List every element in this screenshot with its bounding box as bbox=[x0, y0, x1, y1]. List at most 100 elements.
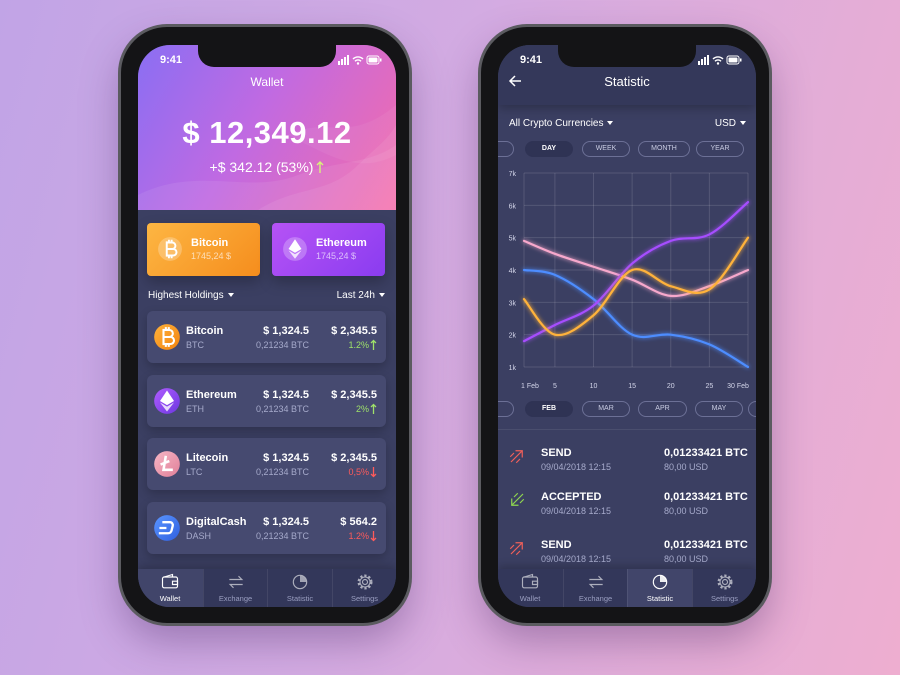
currency-selector[interactable]: All Crypto Currencies bbox=[509, 118, 614, 129]
transaction-type: SEND bbox=[541, 447, 572, 459]
icon-part bbox=[726, 55, 740, 65]
coin-change: 2% bbox=[355, 404, 369, 414]
y-tick-label: 5k bbox=[509, 236, 517, 243]
pill[interactable]: FEB bbox=[525, 401, 573, 417]
tab[interactable]: Settings bbox=[331, 569, 397, 607]
icon-part bbox=[154, 451, 180, 477]
tab[interactable]: Wallet bbox=[498, 569, 563, 607]
series-line bbox=[522, 268, 750, 369]
icon-part bbox=[161, 576, 179, 589]
icon-part bbox=[701, 59, 703, 65]
icon-part bbox=[158, 521, 174, 535]
screen-title: Wallet bbox=[250, 75, 284, 89]
icon-part bbox=[366, 55, 380, 65]
icon-part bbox=[509, 542, 523, 556]
tab-icon bbox=[717, 574, 732, 590]
transaction-amount: 0,01233421 BTC bbox=[664, 491, 748, 503]
coin-card[interactable]: Ethereum 1745,24 $ bbox=[272, 223, 385, 276]
series-line bbox=[522, 201, 750, 343]
pill[interactable]: MAY bbox=[695, 401, 743, 417]
back-button[interactable] bbox=[508, 74, 522, 88]
coin-icon bbox=[154, 388, 180, 414]
transaction-row[interactable]: SEND 09/04/2018 12:15 0,01233421 BTC 80,00 … bbox=[498, 443, 756, 483]
tab[interactable]: Exchange bbox=[202, 569, 268, 607]
trend-arrow bbox=[370, 531, 377, 542]
icon-part bbox=[163, 573, 179, 586]
coin-card-amount: 1745,24 $ bbox=[316, 251, 357, 261]
coin-change: 1.2% bbox=[348, 340, 369, 350]
pill[interactable]: MONTH bbox=[638, 141, 690, 157]
pill[interactable]: WEEK bbox=[582, 141, 630, 157]
coin-card-name: Bitcoin bbox=[191, 237, 229, 249]
tab[interactable]: Wallet bbox=[138, 569, 203, 607]
x-tick-label: 30 Feb bbox=[727, 383, 749, 390]
coin-value: $ 564.2 bbox=[340, 516, 377, 528]
icon-part bbox=[316, 161, 324, 173]
tab[interactable]: Settings bbox=[691, 569, 757, 607]
transaction-row[interactable]: SEND 09/04/2018 12:15 0,01233421 BTC 80,00 … bbox=[498, 535, 756, 575]
coin-card[interactable]: Bitcoin 1745,24 $ bbox=[147, 223, 260, 276]
transaction-type: SEND bbox=[541, 539, 572, 551]
icon-part bbox=[359, 576, 370, 588]
tab-icon bbox=[161, 573, 179, 589]
holding-row[interactable]: Bitcoin BTC $ 1,324.5 0,21234 BTC $ 2,345.5 1… bbox=[147, 311, 386, 363]
tab[interactable]: Statistic bbox=[627, 569, 692, 607]
status-icons bbox=[698, 55, 742, 65]
coin-symbol: LTC bbox=[186, 467, 203, 477]
tab[interactable]: Exchange bbox=[562, 569, 628, 607]
coin-price: $ 1,324.5 bbox=[263, 516, 309, 528]
balance: $ 12,349.12 bbox=[182, 115, 352, 150]
x-tick-label: 20 bbox=[667, 383, 675, 390]
icon-part bbox=[660, 575, 667, 582]
tab-icon bbox=[357, 574, 372, 590]
icon-part bbox=[523, 573, 539, 586]
pill-partial bbox=[498, 141, 514, 157]
transaction-row[interactable]: ACCEPTED 09/04/2018 12:15 0,01233421 BTC 80… bbox=[498, 487, 756, 527]
coin-name: Litecoin bbox=[186, 452, 229, 464]
pill[interactable]: YEAR bbox=[696, 141, 744, 157]
pill-partial bbox=[748, 401, 756, 417]
coin-icon bbox=[158, 237, 182, 261]
icon-part bbox=[511, 492, 525, 506]
y-tick-label: 3k bbox=[509, 300, 517, 307]
holdings-filter[interactable]: Highest Holdings bbox=[148, 290, 234, 301]
notch bbox=[558, 45, 696, 67]
coin-change: 0,5% bbox=[348, 467, 369, 477]
balance-change: +$ 342.12 (53%) bbox=[209, 159, 314, 175]
x-tick-label: 1 Feb bbox=[521, 383, 539, 390]
icon-part bbox=[347, 55, 349, 65]
coin-icon bbox=[154, 515, 180, 541]
y-tick-label: 6k bbox=[509, 203, 517, 210]
x-tick-label: 25 bbox=[705, 383, 713, 390]
coin-value: $ 2,345.5 bbox=[331, 452, 377, 464]
holding-row[interactable]: DigitalCash DASH $ 1,324.5 0,21234 BTC $ 564… bbox=[147, 502, 386, 554]
pill[interactable]: MAR bbox=[582, 401, 630, 417]
holding-row[interactable]: Litecoin LTC $ 1,324.5 0,21234 BTC $ 2,345.5… bbox=[147, 438, 386, 490]
transaction-date: 09/04/2018 12:15 bbox=[541, 554, 612, 564]
tab-label: Exchange bbox=[578, 594, 613, 603]
icon-part bbox=[160, 402, 174, 412]
icon-part bbox=[652, 574, 668, 590]
icon-part bbox=[165, 239, 178, 259]
coin-name: Bitcoin bbox=[186, 325, 224, 337]
period-filter[interactable]: Last 24h bbox=[337, 290, 385, 301]
wave bbox=[288, 105, 396, 164]
transaction-date: 09/04/2018 12:15 bbox=[541, 462, 612, 472]
coin-value: $ 2,345.5 bbox=[331, 389, 377, 401]
status-time: 9:41 bbox=[520, 54, 543, 66]
fiat-selector[interactable]: USD bbox=[715, 118, 746, 129]
period-label: Last 24h bbox=[336, 290, 375, 301]
coin-amount: 0,21234 BTC bbox=[255, 531, 309, 541]
notch bbox=[198, 45, 336, 67]
coin-change: 1.2% bbox=[348, 531, 369, 541]
icon-part bbox=[719, 576, 730, 588]
transaction-date: 09/04/2018 12:15 bbox=[541, 506, 612, 516]
pill[interactable]: DAY bbox=[525, 141, 573, 157]
tab[interactable]: Statistic bbox=[267, 569, 332, 607]
x-tick-label: 5 bbox=[553, 383, 557, 390]
holding-row[interactable]: Ethereum ETH $ 1,324.5 0,21234 BTC $ 2,345.5… bbox=[147, 375, 386, 427]
coin-amount: 0,21234 BTC bbox=[255, 467, 309, 477]
tab-icon bbox=[588, 575, 603, 589]
pill[interactable]: APR bbox=[638, 401, 687, 417]
